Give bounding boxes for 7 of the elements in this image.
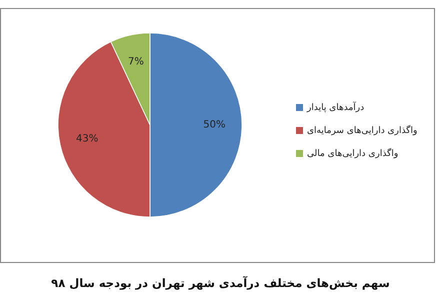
- data-label: 50%: [203, 120, 226, 130]
- data-label: 43%: [76, 134, 98, 145]
- legend-label: درآمدهای پایدار: [306, 101, 364, 113]
- legend-label: واگذاری دارایی‌های سرمایه‌ای: [307, 124, 418, 136]
- data-label: 7%: [128, 56, 144, 68]
- text: سهم بخش‌های مختلف درآمدی شهر تهران در بودجه سال ۹۸: [51, 276, 390, 290]
- legend-label: واگذاری دارایی‌های مالی: [307, 147, 398, 159]
